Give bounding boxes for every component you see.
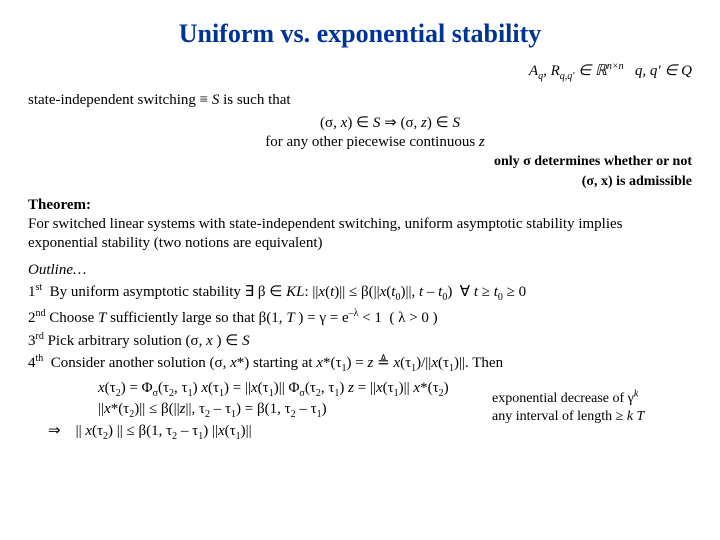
aq-rqq: Aq, Rq,q' ∈ [529,63,595,79]
bottom-row: x(τ2) = Φσ(τ2, τ1) x(τ1) = ||x(τ1)|| Φσ(… [28,379,692,444]
step-1: 1st By uniform asymptotic stability ∃ β … [28,282,692,305]
qq-in-Q: q, q' ∈ Q [635,63,692,79]
implication-line: (σ, x) ∈ S ⇒ (σ, z) ∈ S [88,114,692,133]
outline-head: Outline… [28,261,692,280]
state-indep-line: state-independent switching ≡ S is such … [28,91,692,110]
line1b: is such that [219,92,290,108]
theorem-body: For switched linear systems with state-i… [28,216,623,251]
step-4d: ⇒ || x(τ2) || ≤ β(1, τ2 – τ1) ||x(τ1)|| [48,422,480,444]
exp-decrease: exponential decrease of γk any interval … [492,379,692,426]
theorem-head: Theorem: [28,197,91,213]
exp2: any interval of length ≥ k T [492,409,644,424]
matrix-spaces: Aq, Rq,q' ∈ ℝn×n q, q' ∈ Q [28,61,692,84]
theorem-block: Theorem: For switched linear systems wit… [28,196,692,252]
step-2: 2nd Choose T sufficiently large so that … [28,308,692,328]
bottom-left: x(τ2) = Φσ(τ2, τ1) x(τ1) = ||x(τ1)|| Φσ(… [28,379,480,444]
step-3: 3rd Pick arbitrary solution (σ, x ) ∈ S [28,331,692,351]
note-line1: only σ determines whether or not [28,153,692,171]
exp1: exponential decrease of γk [492,391,638,406]
line1a: state-independent switching ≡ [28,92,212,108]
step-4b: x(τ2) = Φσ(τ2, τ1) x(τ1) = ||x(τ1)|| Φσ(… [98,379,480,401]
piecewise-line: for any other piecewise continuous z [58,133,692,152]
slide-title: Uniform vs. exponential stability [28,18,692,51]
nxn: n×n [607,61,624,72]
note-line2: (σ, x) is admissible [28,173,692,191]
step-4a: 4th Consider another solution (σ, x*) st… [28,353,692,376]
step-4c: ||x*(τ2)|| ≤ β(||z||, τ2 – τ1) = β(1, τ2… [98,400,480,422]
rn: ℝ [595,63,607,79]
